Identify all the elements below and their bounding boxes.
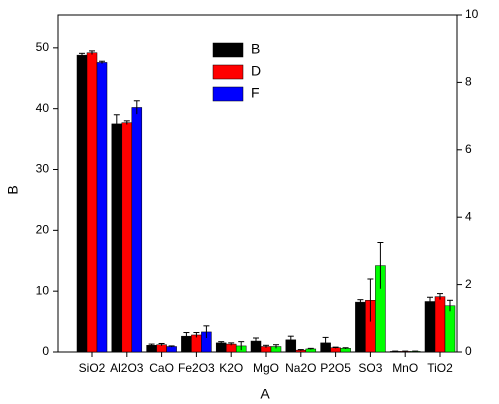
x-tick-label: Fe2O3 <box>178 361 215 375</box>
y-tick-label: 20 <box>36 223 50 237</box>
legend-label: B <box>251 41 260 57</box>
x-tick-label: TiO2 <box>427 361 453 375</box>
bar <box>166 346 177 353</box>
legend-swatch <box>212 42 244 58</box>
x-tick-label: Na2O <box>285 361 316 375</box>
legend-label: D <box>251 63 261 79</box>
legend-swatch <box>212 86 244 102</box>
bar <box>434 296 446 353</box>
bar <box>444 305 456 353</box>
y2-tick-label: 8 <box>465 75 472 89</box>
x-tick-label: SiO2 <box>79 361 106 375</box>
legend-label: F <box>251 85 260 101</box>
y2-tick-label: 10 <box>465 7 479 21</box>
bar <box>86 52 98 353</box>
y2-tick-label: 0 <box>465 344 472 358</box>
bar <box>424 301 436 353</box>
bar <box>111 123 123 353</box>
bar <box>215 342 227 353</box>
x-axis-label: A <box>260 386 270 402</box>
y-tick-label: 0 <box>42 344 49 358</box>
y-tick-label: 40 <box>36 101 50 115</box>
y-axis-label: B <box>5 185 21 194</box>
x-tick-label: MgO <box>253 361 279 375</box>
x-tick-label: SO3 <box>358 361 382 375</box>
bar <box>191 334 202 353</box>
bar <box>121 122 133 353</box>
y2-tick-label: 4 <box>465 209 472 223</box>
x-tick-label: K2O <box>219 361 243 375</box>
bar <box>76 54 88 353</box>
y-tick-label: 50 <box>36 40 50 54</box>
x-tick-label: Al2O3 <box>110 361 144 375</box>
bar <box>330 347 341 353</box>
y-tick-label: 10 <box>36 283 50 297</box>
x-tick-label: MnO <box>392 361 418 375</box>
y2-tick-label: 2 <box>465 277 472 291</box>
y-tick-label: 30 <box>36 162 50 176</box>
bar <box>96 62 108 353</box>
y2-tick-label: 6 <box>465 142 472 156</box>
legend-swatch <box>212 64 244 80</box>
x-tick-label: P2O5 <box>320 361 351 375</box>
bar <box>355 301 366 353</box>
bar <box>131 107 143 353</box>
x-tick-label: CaO <box>149 361 174 375</box>
